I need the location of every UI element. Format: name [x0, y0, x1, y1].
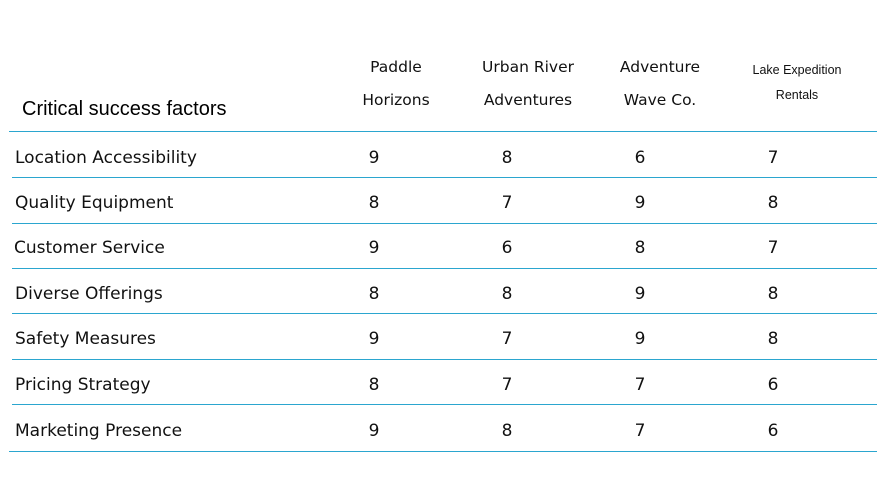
- table-row: Quality Equipment 8 7 9 8: [0, 180, 877, 225]
- column-header-urban-river-adventures: Urban River Adventures: [468, 51, 588, 117]
- table-cell: 9: [368, 238, 380, 258]
- table-bottom-border: [9, 451, 877, 452]
- table-cell: 8: [767, 284, 779, 304]
- table-cell: 9: [368, 329, 380, 349]
- row-divider: [12, 268, 877, 269]
- column-header-adventure-wave-co: Adventure Wave Co.: [605, 51, 715, 117]
- table-cell: 6: [767, 421, 779, 441]
- column-header-line: Adventures: [483, 91, 573, 109]
- table-cell: 8: [501, 284, 513, 304]
- table-cell: 7: [501, 193, 513, 213]
- row-label: Marketing Presence: [15, 421, 183, 441]
- table-cell: 7: [501, 375, 513, 395]
- row-divider: [12, 177, 877, 178]
- table-cell: 9: [368, 148, 380, 168]
- table-cell: 7: [634, 375, 646, 395]
- table-row: Location Accessibility 9 8 6 7: [0, 135, 877, 180]
- row-divider: [12, 359, 877, 360]
- column-header-line: Rentals: [775, 88, 819, 102]
- table-cell: 7: [767, 148, 779, 168]
- table-cell: 6: [634, 148, 646, 168]
- header-divider: [9, 131, 877, 132]
- row-label: Quality Equipment: [15, 193, 174, 213]
- row-divider: [12, 313, 877, 314]
- table-row: Marketing Presence 9 8 7 6: [0, 408, 877, 453]
- table-cell: 6: [501, 238, 513, 258]
- table-cell: 8: [368, 193, 380, 213]
- table-cell: 7: [767, 238, 779, 258]
- row-divider: [12, 223, 877, 224]
- column-header-line: Wave Co.: [623, 91, 697, 109]
- row-label: Safety Measures: [15, 329, 156, 349]
- table-row: Safety Measures 9 7 9 8: [0, 316, 877, 361]
- column-header-line: Paddle: [370, 58, 422, 76]
- table-cell: 9: [634, 329, 646, 349]
- table-title: Critical success factors: [22, 98, 227, 120]
- table-cell: 8: [634, 238, 646, 258]
- table-cell: 7: [501, 329, 513, 349]
- table-cell: 8: [501, 421, 513, 441]
- table-cell: 9: [368, 421, 380, 441]
- row-label: Customer Service: [14, 238, 165, 258]
- table-row: Customer Service 9 6 8 7: [0, 225, 877, 270]
- column-header-line: Lake Expedition: [752, 63, 842, 77]
- table-cell: 9: [634, 284, 646, 304]
- column-header-line: Horizons: [362, 91, 430, 109]
- table-cell: 8: [368, 284, 380, 304]
- column-header-line: Urban River: [482, 58, 574, 76]
- table-cell: 8: [501, 148, 513, 168]
- row-divider: [12, 404, 877, 405]
- column-header-lake-expedition-rentals: Lake Expedition Rentals: [737, 58, 857, 108]
- column-header-paddle-horizons: Paddle Horizons: [346, 51, 446, 117]
- table-cell: 8: [767, 193, 779, 213]
- row-label: Diverse Offerings: [15, 284, 163, 304]
- table-row: Diverse Offerings 8 8 9 8: [0, 271, 877, 316]
- row-label: Location Accessibility: [15, 148, 197, 168]
- table-cell: 9: [634, 193, 646, 213]
- table-cell: 6: [767, 375, 779, 395]
- table-cell: 8: [368, 375, 380, 395]
- table-cell: 8: [767, 329, 779, 349]
- column-header-line: Adventure: [619, 58, 701, 76]
- table-cell: 7: [634, 421, 646, 441]
- row-label: Pricing Strategy: [15, 375, 151, 395]
- table-row: Pricing Strategy 8 7 7 6: [0, 362, 877, 407]
